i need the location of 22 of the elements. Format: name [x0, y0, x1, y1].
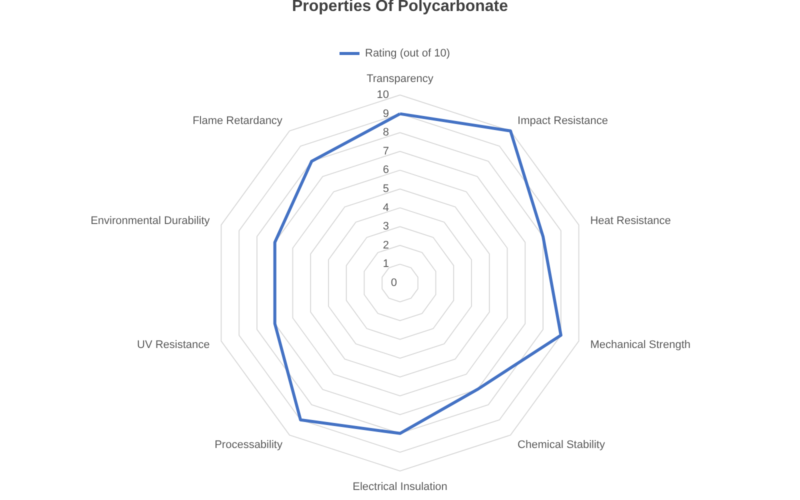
spoke-label: Electrical Insulation	[352, 481, 448, 493]
y-tick-label: 8	[382, 126, 389, 139]
spoke-label: Transparency	[366, 73, 434, 85]
y-tick-label: 3	[382, 220, 389, 233]
y-tick-label: 2	[382, 239, 389, 252]
y-tick-label: 4	[382, 202, 389, 214]
spoke-label: Heat Resistance	[590, 215, 671, 228]
spoke-label: UV Resistance	[137, 338, 210, 351]
y-tick-label: 6	[382, 164, 389, 176]
spoke-label: Flame Retardancy	[192, 115, 283, 128]
spoke-label: Environmental Durability	[90, 215, 210, 228]
y-tick-label: 9	[382, 108, 389, 120]
spoke-label: Impact Resistance	[518, 115, 608, 128]
spoke-label: Mechanical Strength	[590, 338, 690, 351]
y-tick-label: 7	[382, 145, 389, 158]
spoke-label: Chemical Stability	[518, 438, 606, 451]
y-tick-label: 1	[382, 258, 389, 270]
spoke-label: Processability	[214, 438, 283, 451]
y-tick-label: 10	[376, 89, 389, 101]
y-tick-label: 5	[382, 183, 389, 195]
legend-label: Rating (out of 10)	[365, 48, 450, 60]
y-tick-label: 0	[390, 277, 397, 289]
